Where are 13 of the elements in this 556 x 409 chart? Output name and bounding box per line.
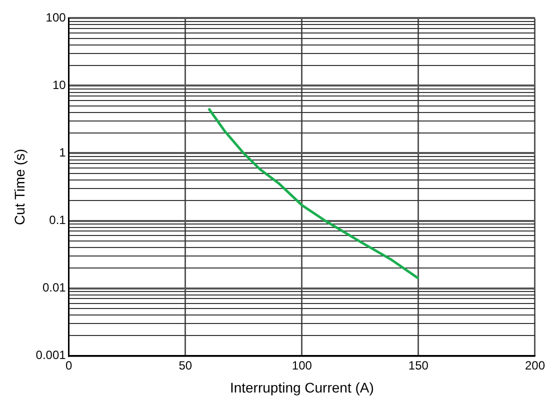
y-tick-label: 0.001 xyxy=(36,348,66,362)
x-axis-title: Interrupting Current (A) xyxy=(230,379,374,396)
x-tick-label: 200 xyxy=(524,358,546,372)
y-axis-title: Cut Time (s) xyxy=(11,148,28,226)
x-tick-label: 150 xyxy=(408,358,429,372)
y-tick-label: 100 xyxy=(46,10,66,25)
y-tick-label: 10 xyxy=(52,78,66,92)
y-tick-label: 1 xyxy=(59,146,66,160)
x-tick-label: 100 xyxy=(292,358,312,372)
x-tick-label: 0 xyxy=(65,358,72,372)
x-tick-label: 50 xyxy=(178,358,192,372)
y-tick-label: 0.1 xyxy=(49,213,66,228)
y-tick-label: 0.01 xyxy=(42,280,66,295)
